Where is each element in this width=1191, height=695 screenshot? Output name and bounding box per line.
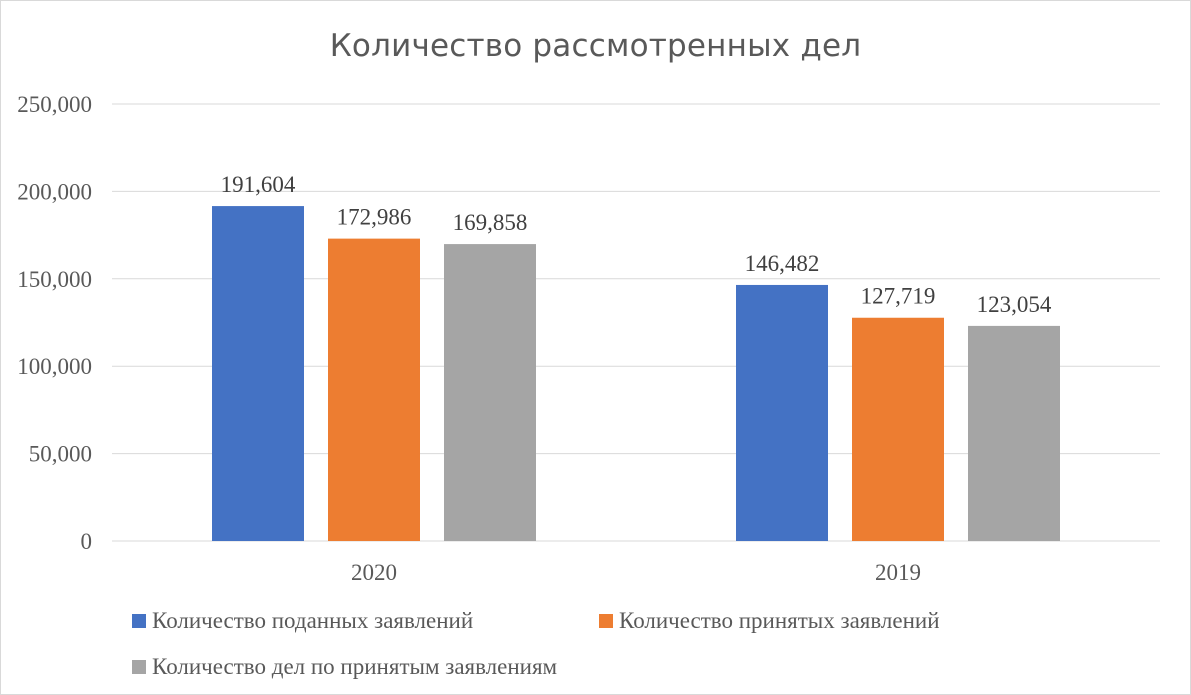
legend-label-accepted: Количество принятых заявлений bbox=[619, 608, 940, 633]
legend-label-submitted: Количество поданных заявлений bbox=[152, 608, 474, 633]
legend-swatch-accepted bbox=[599, 614, 613, 628]
y-tick-label: 50,000 bbox=[29, 442, 92, 467]
y-tick-label: 200,000 bbox=[17, 179, 92, 204]
y-tick-label: 250,000 bbox=[17, 92, 92, 117]
data-label: 191,604 bbox=[221, 172, 296, 197]
data-label: 172,986 bbox=[337, 205, 412, 230]
data-label: 169,858 bbox=[453, 210, 528, 235]
bar bbox=[212, 206, 304, 541]
legend-item-cases: Количество дел по принятым заявлениям bbox=[132, 654, 557, 680]
legend-item-accepted: Количество принятых заявлений bbox=[599, 608, 940, 634]
y-tick-label: 100,000 bbox=[17, 354, 92, 379]
bar bbox=[968, 325, 1060, 541]
chart-title: Количество рассмотренных дел bbox=[329, 28, 862, 64]
legend-item-submitted: Количество поданных заявлений bbox=[132, 608, 473, 634]
bar bbox=[444, 244, 536, 542]
bar bbox=[852, 317, 944, 541]
legend-label-cases: Количество дел по принятым заявлениям bbox=[152, 654, 558, 679]
y-tick-label: 150,000 bbox=[17, 267, 92, 292]
bar bbox=[328, 238, 420, 541]
data-label: 123,054 bbox=[977, 292, 1052, 317]
bar bbox=[736, 284, 828, 541]
legend-swatch-submitted bbox=[132, 614, 146, 628]
data-label: 146,482 bbox=[745, 251, 820, 276]
legend-swatch-cases bbox=[132, 660, 146, 674]
x-tick-label: 2020 bbox=[351, 560, 397, 585]
data-label: 127,719 bbox=[861, 284, 936, 309]
y-tick-label: 0 bbox=[81, 529, 93, 554]
x-tick-label: 2019 bbox=[875, 560, 921, 585]
